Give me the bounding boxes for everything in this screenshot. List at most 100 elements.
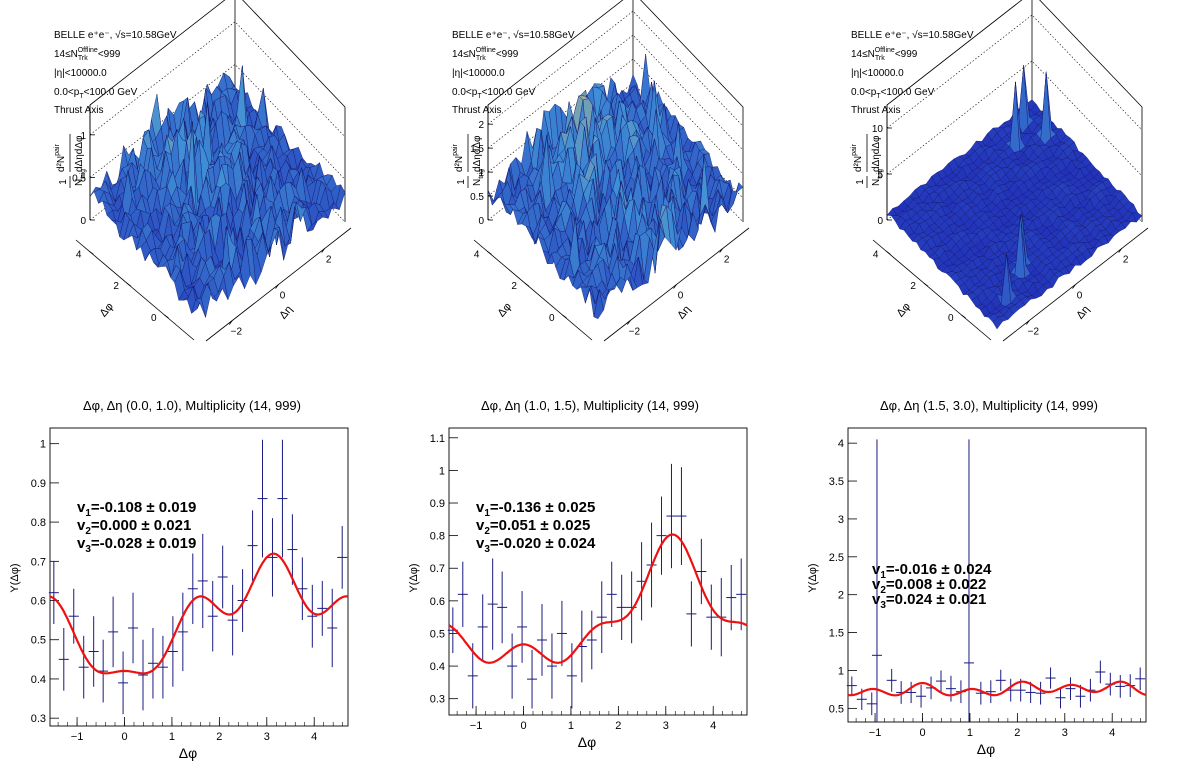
surface-deta-tick-label: 0 [1077,291,1083,302]
legend-eta: |η|<10000.0 [452,68,505,79]
y-tick-label: 0.9 [31,478,46,490]
legend-pt: 0.0<pT<100.0 GeV [851,87,935,100]
surface-z-tick-label: 5 [877,170,883,181]
x-axis-label: Δφ [578,734,596,750]
surface-deta-tick [275,284,279,289]
x-tick-label: 4 [311,731,317,743]
fit-annotation-v3: v3=0.024 ± 0.021 [872,591,986,611]
zlabel-one: 1 [58,179,69,185]
surface-deta-tick [1026,320,1030,325]
surface-dphi-tick [923,282,929,287]
zlabel-den-rest: dΔηdΔφ [74,135,85,172]
surface-legend-1: BELLE e⁺e⁻, √s=10.58GeV 14≤NTrkOffline<9… [54,29,177,116]
surface-cell [992,316,1003,330]
surface-dphi-tick [524,282,530,287]
zlabel-num: d²Npair [54,144,67,172]
x-tick-label: 0 [520,720,526,732]
surface-dphi-tick [487,251,492,255]
x-tick-label: 0 [919,727,925,739]
legend-thrust: Thrust Axis [452,105,501,116]
y-tick-label: 2 [838,590,844,602]
fit-annotation-v2: v2=0.000 ± 0.021 [77,517,191,537]
y-tick-label: 3.5 [829,476,844,488]
y-tick-label: 0.4 [31,674,46,686]
surface-deta-tick [1118,248,1122,253]
surface-dphi-tick-label: 4 [474,249,480,260]
surface-deta-tick [719,248,723,253]
x-tick-label: 0 [121,731,127,743]
y-tick-label: 0.5 [829,703,844,715]
fit-annotation-v2: v2=0.008 ± 0.022 [872,576,986,596]
y-axis-label: Y(Δφ) [807,563,819,592]
legend-belle: BELLE e⁺e⁻, √s=10.58GeV [54,29,177,41]
surface-dphi-tick [961,314,966,319]
surface-dphi-axis [872,239,992,341]
legend-eta: |η|<10000.0 [54,68,107,79]
y-tick-label: 1 [40,439,46,451]
surface-mesh-3 [886,65,1143,330]
surface-deta-tick-label: −2 [629,326,641,337]
y-tick-label: 0.3 [31,713,46,725]
y-tick-label: 0.4 [430,661,445,673]
surface-axes-3: 0 5 10 0 2 4 Δφ −2 0 2 Δη [872,105,1149,342]
surface-deta-tick [229,320,233,325]
fit-curve [448,533,748,664]
surface-deta-tick-label: 0 [280,291,286,302]
surface-deta-tick-label: 0 [678,291,684,302]
surface-legend-3: BELLE e⁺e⁻, √s=10.58GeV 14≤NTrkOffline<9… [851,29,974,116]
legend-ntrk: 14≤NTrkOffline<999 [54,47,121,62]
projection-panel-2: Δφ, Δη (1.0, 1.5), Multiplicity (14, 999… [408,398,748,750]
plot-frame [847,427,1147,723]
surface-deta-tick-label: 2 [326,255,332,266]
projection-plot-3: −1 0 1 2 3 4 0.5 1 1.5 2 2.5 3 3.5 4 Δφ Y(Δφ) v1=-0.016 … [807,427,1147,757]
y-tick-label: 1 [838,665,844,677]
y-tick-label: 0.9 [430,498,445,510]
y-tick-label: 0.5 [430,628,445,640]
x-tick-label: 1 [169,731,175,743]
surface-dphi-tick-label: 2 [910,281,916,292]
surface-mesh-1 [89,65,346,318]
surface-z-tick-label: 1.5 [470,144,484,155]
x-tick-label: 1 [568,720,574,732]
surface-dphi-tick [126,282,132,287]
surface-dphi-tick-label: 4 [76,249,82,260]
y-tick-label: 4 [838,438,844,450]
projection-title-2: Δφ, Δη (1.0, 1.5), Multiplicity (14, 999… [481,398,699,413]
surface-deta-axis-label: Δη [1074,304,1092,322]
y-tick-label: 0.3 [430,694,445,706]
y-tick-label: 0.8 [31,517,46,529]
y-axis-label: Y(Δφ) [9,563,21,592]
surface-cell [195,298,206,318]
y-tick-label: 0.8 [430,531,445,543]
x-tick-label: 4 [710,720,716,732]
x-tick-label: 3 [1062,727,1068,739]
surface-deta-tick [321,248,325,253]
surface-panel-1: BELLE e⁺e⁻, √s=10.58GeV 14≤NTrkOffline<9… [54,0,352,342]
y-tick-label: 0.7 [31,556,46,568]
surface-legend-2: BELLE e⁺e⁻, √s=10.58GeV 14≤NTrkOffline<9… [452,29,575,116]
surface-panel-2: BELLE e⁺e⁻, √s=10.58GeV 14≤NTrkOffline<9… [452,0,750,342]
y-tick-label: 0.7 [430,563,445,575]
projection-title-3: Δφ, Δη (1.5, 3.0), Multiplicity (14, 999… [880,398,1098,413]
legend-belle: BELLE e⁺e⁻, √s=10.58GeV [452,29,575,41]
x-tick-label: 2 [615,720,621,732]
fit-annotation-v2: v2=0.051 ± 0.025 [476,517,590,537]
surface-cell [593,289,604,320]
projection-panel-1: Δφ, Δη (0.0, 1.0), Multiplicity (14, 999… [9,398,349,761]
surface-dphi-tick-label: 0 [151,313,157,324]
zlabel-num: d²Npair [851,144,864,172]
y-tick-label: 2.5 [829,552,844,564]
y-axis-label: Y(Δφ) [408,563,420,592]
surface-dphi-axis-label: Δφ [495,301,514,320]
projection-plot-1: −1 0 1 2 3 4 0.3 0.4 0.5 0.6 0.7 0.8 0.9 1 Δφ Y(Δφ) v1=-… [9,427,349,761]
surface-dphi-tick [886,251,891,255]
plot-frame [448,427,748,716]
zlabel-num: d²Npair [452,144,465,172]
y-tick-label: 1 [439,465,445,477]
zlabel-one: 1 [855,179,866,185]
surface-dphi-axis-label: Δφ [894,301,913,320]
surface-dphi-tick [164,314,169,319]
